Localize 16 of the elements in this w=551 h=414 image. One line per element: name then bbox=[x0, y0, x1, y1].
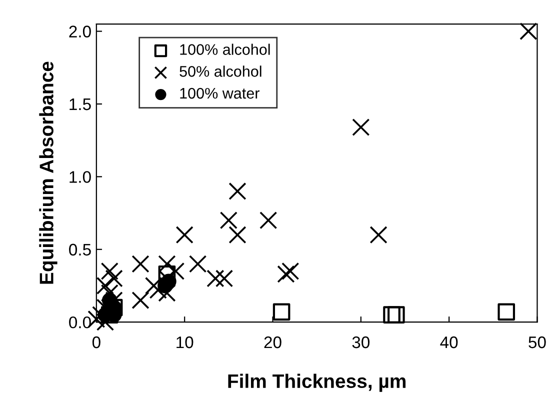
x-tick-label: 10 bbox=[176, 336, 194, 348]
x-tick-label: 30 bbox=[352, 336, 370, 348]
y-tick-label: 2.0 bbox=[69, 26, 91, 38]
y-tick-label: 1.0 bbox=[70, 171, 91, 183]
y-tick-label: 0.5 bbox=[69, 244, 91, 256]
legend-label: 100% water bbox=[180, 88, 260, 99]
x-tick-label: 20 bbox=[264, 336, 282, 348]
x-axis-title: Film Thickness, µm bbox=[228, 374, 406, 392]
y-axis-title: Equilibrium Absorbance bbox=[39, 62, 58, 284]
x-tick-label: 50 bbox=[528, 336, 546, 348]
legend-label: 50% alcohol bbox=[180, 66, 262, 77]
y-tick-label: 1.5 bbox=[70, 98, 91, 110]
x-tick-label: 40 bbox=[440, 336, 458, 348]
legend-label: 100% alcohol bbox=[180, 44, 270, 55]
y-tick-label: 0.0 bbox=[69, 316, 91, 328]
x-tick-label: 0 bbox=[92, 336, 100, 348]
